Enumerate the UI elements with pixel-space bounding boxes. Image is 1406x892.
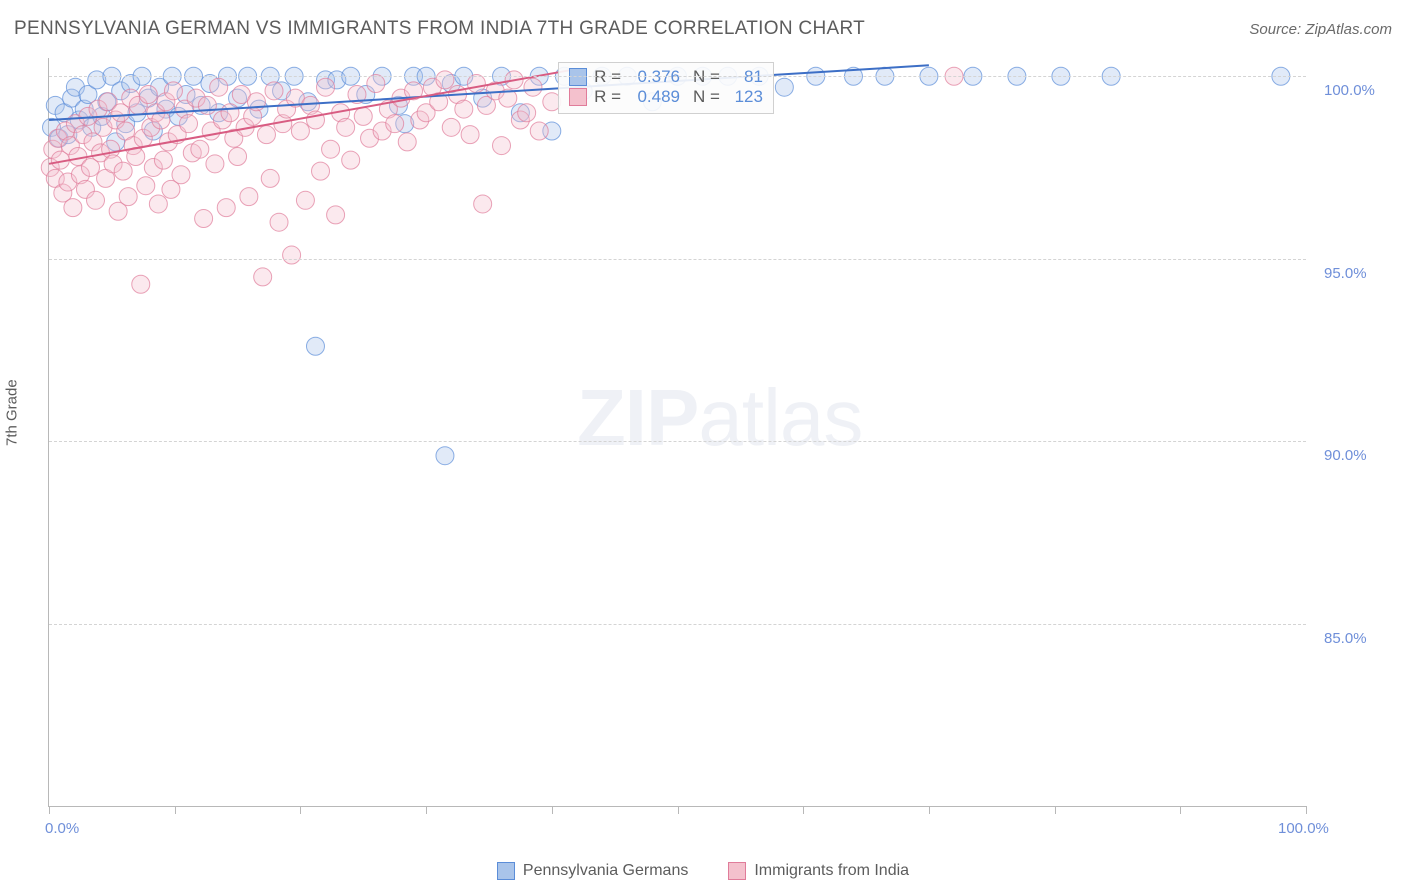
data-point [154, 151, 172, 169]
data-point [296, 191, 314, 209]
data-point [137, 177, 155, 195]
legend-swatch [569, 88, 587, 106]
data-point [221, 104, 239, 122]
x-tick [175, 806, 176, 814]
x-tick [49, 806, 50, 814]
data-point [442, 118, 460, 136]
data-point [354, 107, 372, 125]
data-point [149, 195, 167, 213]
data-point [337, 118, 355, 136]
data-point [524, 78, 542, 96]
data-point [254, 268, 272, 286]
legend-swatch [497, 862, 515, 880]
data-point [180, 115, 198, 133]
chart-source: Source: ZipAtlas.com [1249, 21, 1392, 38]
data-point [265, 82, 283, 100]
x-tick [929, 806, 930, 814]
data-point [291, 122, 309, 140]
x-tick [678, 806, 679, 814]
data-point [210, 78, 228, 96]
data-point [455, 100, 473, 118]
data-point [195, 210, 213, 228]
data-point [493, 137, 511, 155]
data-point [775, 78, 793, 96]
data-point [119, 188, 137, 206]
x-tick [426, 806, 427, 814]
chart-title: PENNSYLVANIA GERMAN VS IMMIGRANTS FROM I… [14, 18, 865, 40]
y-tick-label: 95.0% [1324, 265, 1367, 282]
x-tick [803, 806, 804, 814]
data-point [461, 126, 479, 144]
y-axis-title: 7th Grade [4, 379, 21, 446]
x-tick-label: 100.0% [1278, 820, 1329, 837]
data-point [198, 96, 216, 114]
x-tick [1055, 806, 1056, 814]
data-point [191, 140, 209, 158]
data-point [172, 166, 190, 184]
data-point [87, 191, 105, 209]
legend-label: Immigrants from India [754, 862, 909, 880]
data-point [229, 148, 247, 166]
data-point [283, 246, 301, 264]
data-point [467, 75, 485, 93]
legend-bottom: Pennsylvania Germans Immigrants from Indi… [0, 862, 1406, 880]
data-point [322, 140, 340, 158]
data-point [270, 213, 288, 231]
data-point [306, 111, 324, 129]
data-point [342, 151, 360, 169]
data-point [317, 78, 335, 96]
legend-item: Pennsylvania Germans [497, 862, 688, 880]
data-point [261, 169, 279, 187]
data-point [530, 122, 548, 140]
stats-legend-box: R =0.376N =81R =0.489N =123 [558, 62, 774, 114]
x-tick [300, 806, 301, 814]
data-point [306, 337, 324, 355]
x-tick [1306, 806, 1307, 814]
gridline-h [49, 259, 1306, 260]
data-point [518, 104, 536, 122]
x-tick [1180, 806, 1181, 814]
plot-area: ZIPatlas R =0.376N =81R =0.489N =123 85.… [48, 58, 1386, 847]
legend-item: Immigrants from India [728, 862, 909, 880]
x-tick-label: 0.0% [45, 820, 79, 837]
data-point [398, 133, 416, 151]
data-point [367, 75, 385, 93]
data-point [139, 85, 157, 103]
data-point [386, 115, 404, 133]
data-point [436, 71, 454, 89]
legend-swatch [728, 862, 746, 880]
data-point [257, 126, 275, 144]
y-tick-label: 85.0% [1324, 630, 1367, 647]
data-point [217, 199, 235, 217]
chart-header: PENNSYLVANIA GERMAN VS IMMIGRANTS FROM I… [14, 18, 1392, 40]
data-point [114, 162, 132, 180]
gridline-h [49, 441, 1306, 442]
y-tick-label: 100.0% [1324, 82, 1375, 99]
data-point [312, 162, 330, 180]
x-tick [552, 806, 553, 814]
data-point [240, 188, 258, 206]
gridline-h [49, 624, 1306, 625]
data-point [64, 199, 82, 217]
plot-inner: ZIPatlas R =0.376N =81R =0.489N =123 85.… [48, 58, 1306, 807]
gridline-h [49, 76, 1306, 77]
legend-label: Pennsylvania Germans [523, 862, 688, 880]
data-point [474, 195, 492, 213]
data-point [164, 82, 182, 100]
data-point [436, 447, 454, 465]
scatter-svg [49, 58, 1306, 806]
data-point [206, 155, 224, 173]
y-tick-label: 90.0% [1324, 447, 1367, 464]
data-point [132, 275, 150, 293]
data-point [327, 206, 345, 224]
stats-row: R =0.489N =123 [569, 87, 763, 107]
